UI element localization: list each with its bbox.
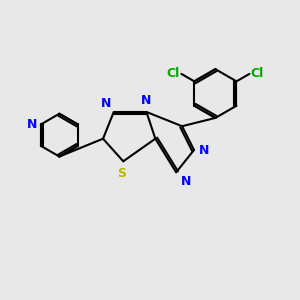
Text: N: N — [181, 175, 191, 188]
Text: N: N — [141, 94, 152, 107]
Text: N: N — [100, 98, 111, 110]
Text: N: N — [27, 118, 37, 131]
Text: N: N — [198, 143, 209, 157]
Text: Cl: Cl — [167, 68, 180, 80]
Text: Cl: Cl — [251, 68, 264, 80]
Text: S: S — [117, 167, 126, 180]
